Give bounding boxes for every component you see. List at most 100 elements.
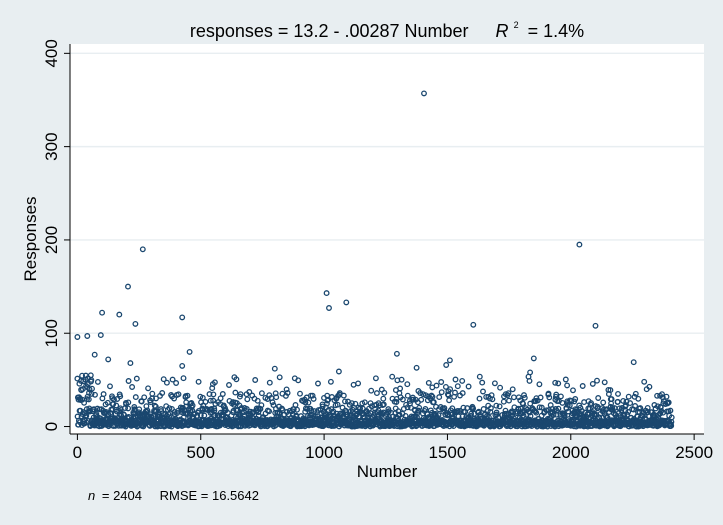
data-point bbox=[297, 390, 303, 397]
data-point bbox=[595, 395, 602, 401]
data-point bbox=[519, 423, 526, 430]
data-point bbox=[355, 380, 362, 387]
data-point bbox=[621, 412, 628, 419]
data-point bbox=[100, 391, 107, 398]
data-point bbox=[84, 333, 91, 339]
x-tick-label: 2500 bbox=[675, 443, 713, 462]
data-point bbox=[459, 390, 466, 397]
data-point bbox=[207, 397, 214, 404]
data-point bbox=[459, 377, 466, 384]
data-point bbox=[284, 389, 291, 396]
data-point bbox=[555, 380, 562, 387]
data-point bbox=[393, 350, 400, 357]
data-point bbox=[521, 394, 528, 401]
data-point bbox=[266, 408, 273, 415]
x-tick-label: 2000 bbox=[552, 443, 590, 462]
data-point bbox=[521, 392, 527, 399]
data-point bbox=[194, 412, 201, 419]
data-point bbox=[421, 90, 427, 97]
data-point bbox=[88, 376, 95, 383]
data-point bbox=[163, 379, 170, 386]
data-point bbox=[173, 380, 180, 386]
data-point bbox=[131, 404, 138, 410]
data-point bbox=[150, 413, 157, 420]
data-point bbox=[520, 400, 527, 407]
data-point bbox=[149, 390, 156, 397]
data-point bbox=[309, 392, 316, 399]
data-point bbox=[455, 408, 461, 414]
data-point bbox=[526, 409, 533, 416]
data-point bbox=[614, 398, 621, 405]
data-point bbox=[361, 399, 368, 406]
data-point bbox=[536, 404, 543, 411]
data-point bbox=[125, 399, 132, 406]
data-point bbox=[269, 399, 276, 406]
data-point bbox=[615, 390, 621, 397]
data-point bbox=[555, 405, 562, 412]
data-point bbox=[527, 369, 534, 376]
data-point bbox=[305, 399, 312, 406]
y-tick-label: 0 bbox=[42, 422, 61, 431]
data-point bbox=[335, 368, 342, 375]
data-point bbox=[180, 375, 187, 382]
data-point bbox=[627, 400, 634, 407]
data-point bbox=[232, 389, 239, 396]
grid-lines bbox=[70, 52, 704, 334]
data-point bbox=[189, 402, 196, 409]
title-equation: responses = 13.2 - .00287 Number bbox=[190, 21, 469, 41]
data-point bbox=[244, 396, 251, 403]
data-point bbox=[334, 401, 341, 408]
data-point bbox=[184, 392, 191, 399]
data-point bbox=[125, 283, 131, 290]
data-point bbox=[410, 396, 417, 403]
data-point bbox=[413, 364, 420, 371]
data-point bbox=[336, 390, 343, 397]
data-point bbox=[252, 377, 259, 383]
data-point bbox=[160, 376, 167, 383]
data-point bbox=[230, 407, 237, 414]
data-point bbox=[630, 359, 637, 366]
data-point bbox=[197, 412, 204, 419]
data-point bbox=[576, 241, 583, 248]
data-point bbox=[254, 397, 261, 404]
data-point bbox=[111, 396, 117, 403]
data-point bbox=[505, 390, 512, 397]
data-point bbox=[342, 398, 348, 405]
data-point bbox=[515, 394, 522, 401]
data-point bbox=[105, 356, 112, 363]
data-point bbox=[211, 379, 218, 386]
data-point bbox=[654, 403, 661, 410]
data-point bbox=[258, 402, 265, 409]
data-point bbox=[175, 391, 182, 398]
data-point bbox=[620, 397, 627, 404]
y-tick-label: 100 bbox=[42, 319, 61, 347]
data-point bbox=[454, 383, 461, 390]
data-point bbox=[430, 399, 437, 406]
data-point bbox=[476, 373, 483, 380]
data-point bbox=[592, 322, 599, 329]
data-point bbox=[665, 399, 672, 406]
data-point bbox=[632, 390, 639, 397]
data-point bbox=[179, 362, 186, 369]
data-point bbox=[506, 397, 512, 404]
data-point bbox=[588, 400, 595, 407]
data-point bbox=[210, 391, 217, 398]
data-point bbox=[153, 395, 159, 402]
data-point bbox=[315, 380, 321, 387]
x-axis-title: Number bbox=[357, 462, 418, 481]
data-point bbox=[226, 382, 232, 388]
data-point bbox=[632, 403, 639, 409]
data-points bbox=[74, 90, 675, 430]
data-point bbox=[452, 389, 458, 396]
x-tick-label: 1500 bbox=[429, 443, 467, 462]
y-tick-label: 200 bbox=[42, 226, 61, 254]
tick-marks: 0 100 200 300 400 0 500 1000 1500 2000 2500 bbox=[42, 39, 713, 462]
data-point bbox=[559, 399, 566, 406]
data-point bbox=[380, 401, 387, 408]
data-point bbox=[475, 408, 482, 415]
data-point bbox=[545, 390, 552, 397]
data-point bbox=[94, 378, 101, 385]
data-point bbox=[139, 246, 146, 253]
data-point bbox=[624, 411, 631, 418]
